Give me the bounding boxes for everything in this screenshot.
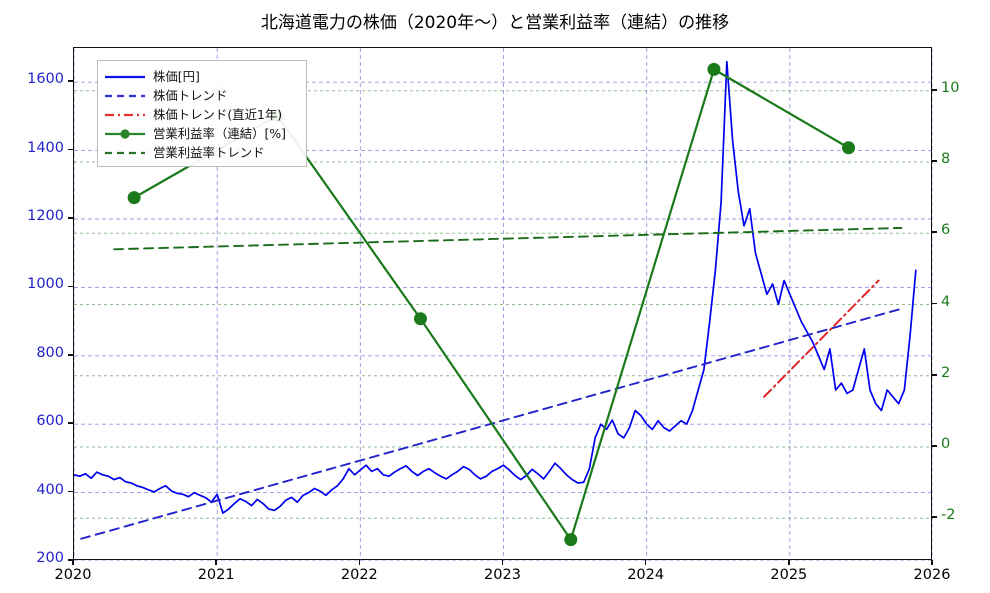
y-tick-left: 1600 xyxy=(27,71,64,88)
tick-mark xyxy=(68,148,73,151)
tick-mark xyxy=(932,88,937,91)
y-tick-right: -2 xyxy=(941,507,956,524)
legend-swatch-icon xyxy=(104,107,146,121)
y-tick-left: 600 xyxy=(36,413,64,430)
legend-label: 営業利益率トレンド xyxy=(153,144,265,160)
legend-label: 営業利益率（連結）[%] xyxy=(153,125,286,141)
legend-swatch-icon xyxy=(104,145,146,159)
tick-mark xyxy=(215,560,217,565)
tick-mark xyxy=(932,445,937,447)
y-tick-right: 6 xyxy=(941,222,951,239)
tick-mark xyxy=(932,160,937,162)
y-tick-left: 1000 xyxy=(27,276,64,293)
tick-mark xyxy=(68,217,73,219)
tick-mark xyxy=(932,302,937,305)
legend: 株価[円] 株価トレンド株価トレンド(直近1年) 営業利益率（連結）[%] 営業利益率… xyxy=(97,60,307,167)
tick-mark xyxy=(68,559,73,561)
tick-mark xyxy=(68,422,73,424)
gridlines xyxy=(74,48,933,561)
x-tick: 2023 xyxy=(484,567,521,583)
y-tick-right: 2 xyxy=(941,364,951,381)
legend-swatch-icon xyxy=(104,88,146,102)
tick-mark xyxy=(788,560,790,565)
legend-swatch-icon xyxy=(104,126,146,140)
tick-mark xyxy=(358,560,361,565)
y-tick-right: 10 xyxy=(941,79,960,96)
legend-item[interactable]: 株価トレンド(直近1年) xyxy=(104,104,300,123)
y-tick-left: 1400 xyxy=(27,139,64,156)
legend-label: 株価[円] xyxy=(153,68,200,84)
legend-label: 株価トレンド xyxy=(153,87,228,103)
legend-item[interactable]: 営業利益率トレンド xyxy=(104,142,300,161)
page-title: 北海道電力の株価（2020年〜）と営業利益率（連結）の推移 xyxy=(260,13,730,33)
tick-mark xyxy=(932,516,937,519)
series-4 xyxy=(113,226,903,251)
tick-mark xyxy=(68,285,73,288)
legend-label: 株価トレンド(直近1年) xyxy=(153,106,283,122)
y-tick-right: 4 xyxy=(941,293,951,310)
legend-item[interactable]: 株価トレンド xyxy=(104,85,300,104)
legend-item[interactable]: 営業利益率（連結）[%] xyxy=(104,123,300,142)
tick-mark xyxy=(72,560,74,565)
plot-svg xyxy=(74,48,933,561)
series-0 xyxy=(74,60,917,514)
x-tick: 2024 xyxy=(627,567,665,583)
legend-swatch-icon xyxy=(104,69,146,83)
tick-mark xyxy=(68,490,73,493)
tick-mark xyxy=(931,560,933,565)
tick-mark xyxy=(501,560,504,565)
y-tick-left: 1200 xyxy=(27,208,64,224)
tick-mark xyxy=(68,354,73,356)
x-tick: 2025 xyxy=(770,567,808,583)
legend-item[interactable]: 株価[円] xyxy=(104,66,300,85)
tick-mark xyxy=(932,373,937,376)
x-tick: 2021 xyxy=(197,567,235,583)
tick-mark xyxy=(644,560,647,565)
y-tick-right: 0 xyxy=(941,436,951,452)
tick-mark xyxy=(932,231,937,234)
x-tick: 2022 xyxy=(340,567,378,583)
y-tick-right: 8 xyxy=(941,151,951,167)
tick-mark xyxy=(68,80,73,82)
x-tick: 2026 xyxy=(913,567,951,583)
y-tick-left: 200 xyxy=(36,550,64,566)
x-tick: 2020 xyxy=(54,567,92,583)
series-2 xyxy=(763,279,880,398)
y-tick-left: 800 xyxy=(36,344,64,361)
y-tick-left: 400 xyxy=(36,481,64,498)
